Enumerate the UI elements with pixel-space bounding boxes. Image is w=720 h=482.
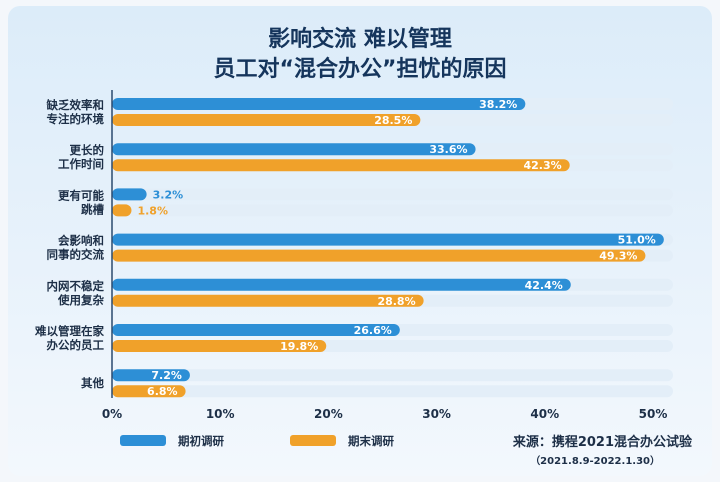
category-label: 工作时间 [58,157,104,171]
bar-final [112,294,424,307]
bar-initial [112,188,147,201]
bar-final [112,385,186,398]
bars: 38.2% 28.5% 33.6% 42.3% 3.2% 1.8% 51.0% 49.3% 42… [112,98,664,398]
legend: 期初调研 期末调研 [120,434,394,448]
data-label: 33.6% [429,143,467,156]
bar-track [112,188,673,201]
data-label: 1.8% [137,204,168,217]
bar-final [112,114,421,126]
chart-frame: 影响交流 难以管理员工对“混合办公”担忧的原因 38.2% 28.5% 33.6% 4… [8,6,712,476]
bar-track [112,369,673,382]
data-label: 42.3% [524,159,562,172]
category-label: 跳槽 [81,202,104,216]
legend-swatch [290,435,336,446]
bar-final [112,340,327,352]
category-label: 更有可能 [58,188,104,202]
bar-initial [112,369,190,382]
bar-final [112,249,646,262]
bar-final [112,204,132,217]
data-label: 38.2% [479,98,517,111]
category-label: 使用复杂 [57,293,104,307]
data-label: 6.8% [147,385,178,398]
bar-initial [112,98,526,110]
bar-initial [112,143,476,156]
data-label: 26.6% [354,324,392,337]
category-label: 会影响和 [57,234,104,248]
x-tick-label: 30% [422,407,451,421]
category-label: 难以管理在家 [34,324,104,338]
bar-initial [112,233,664,246]
bar-track [112,204,673,217]
category-label: 同事的交流 [47,248,105,262]
data-label: 51.0% [618,234,656,247]
category-label: 缺乏效率和 [46,98,105,112]
category-label: 更长的 [70,143,105,157]
data-label: 19.8% [280,340,318,353]
x-tick-label: 40% [530,407,559,421]
data-label: 49.3% [599,250,637,263]
category-label: 专注的环境 [47,112,105,126]
category-labels: 缺乏效率和专注的环境更长的工作时间更有可能跳槽会影响和同事的交流内网不稳定使用复… [34,98,104,390]
data-label: 28.8% [377,295,415,308]
category-label: 内网不稳定 [47,279,105,293]
bar-initial [112,324,400,336]
x-tick-label: 20% [314,407,343,421]
period-note: （2021.8.9-2022.1.30） [530,454,660,467]
x-axis-ticks: 0% 10% 20% 30% 40% 50% [102,407,668,421]
data-label: 42.4% [525,279,563,292]
legend-label: 期初调研 [178,434,224,448]
chart-title-line: 影响交流 难以管理 [268,26,452,52]
bar-track [112,385,673,398]
category-label: 其他 [81,376,104,390]
x-tick-label: 10% [206,407,235,421]
bar-final [112,159,570,172]
source-note: 来源：携程2021混合办公试验 [512,434,693,450]
bar-initial [112,278,571,291]
legend-swatch [120,435,166,446]
bar-tracks [112,98,673,398]
category-label: 办公的员工 [47,338,105,352]
data-label: 7.2% [151,369,182,382]
x-tick-label: 50% [639,407,668,421]
x-tick-label: 0% [102,407,122,421]
data-label: 28.5% [374,114,412,127]
chart-title-line: 员工对“混合办公”担忧的原因 [214,56,507,82]
data-label: 3.2% [153,188,184,201]
legend-label: 期末调研 [348,434,394,448]
